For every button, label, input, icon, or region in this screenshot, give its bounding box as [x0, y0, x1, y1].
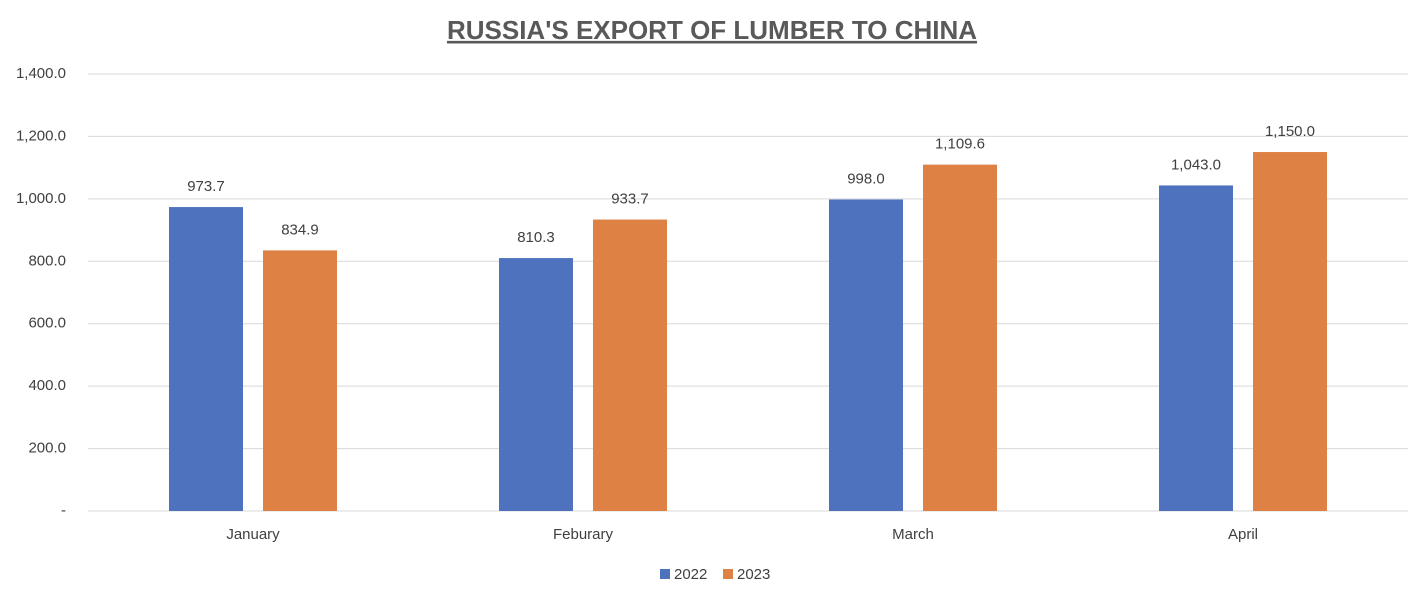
bar — [923, 164, 997, 511]
value-label: 810.3 — [517, 229, 555, 246]
bar — [1159, 185, 1233, 511]
legend-swatch — [723, 569, 733, 579]
y-tick-label: 1,000.0 — [16, 190, 66, 207]
y-tick-label: 400.0 — [28, 377, 66, 394]
legend-swatch — [660, 569, 670, 579]
y-tick-label: 1,400.0 — [16, 65, 66, 82]
bar — [263, 250, 337, 512]
value-label: 1,043.0 — [1171, 156, 1221, 173]
x-tick-label: January — [226, 526, 280, 543]
chart-title: RUSSIA'S EXPORT OF LUMBER TO CHINA — [447, 15, 977, 45]
y-tick-label: - — [61, 502, 66, 519]
bar — [1253, 152, 1327, 512]
value-label: 933.7 — [611, 191, 649, 208]
bar — [829, 199, 903, 511]
value-label: 1,150.0 — [1265, 123, 1315, 140]
value-label: 973.7 — [187, 178, 225, 195]
x-tick-label: April — [1228, 526, 1258, 543]
value-label: 834.9 — [281, 221, 319, 238]
value-label: 1,109.6 — [935, 136, 985, 153]
x-tick-label: Feburary — [553, 526, 614, 543]
y-tick-label: 1,200.0 — [16, 127, 66, 144]
bar — [499, 258, 573, 511]
x-tick-label: March — [892, 526, 934, 543]
legend-label: 2023 — [737, 566, 770, 583]
bar — [593, 219, 667, 511]
y-tick-label: 200.0 — [28, 440, 66, 457]
value-label: 998.0 — [847, 170, 885, 187]
legend-label: 2022 — [674, 566, 707, 583]
bar — [169, 207, 243, 511]
y-tick-label: 800.0 — [28, 252, 66, 269]
y-tick-label: 600.0 — [28, 315, 66, 332]
